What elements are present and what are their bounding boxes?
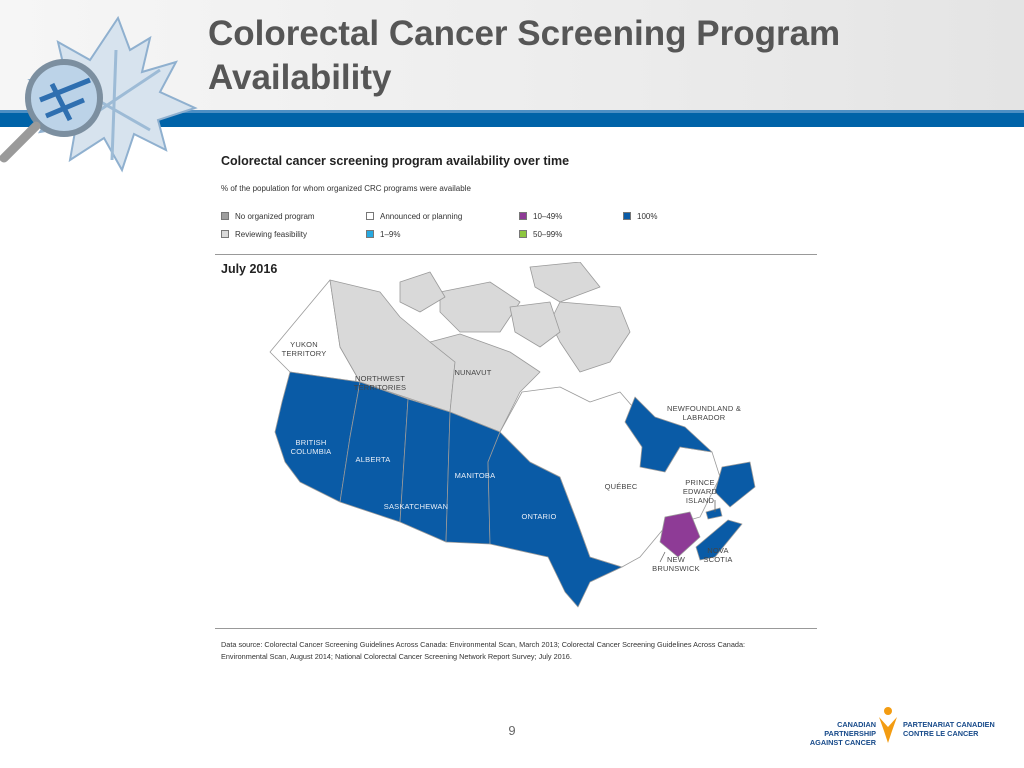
label-line: TERRITORY bbox=[281, 349, 327, 358]
region-newfoundland bbox=[714, 461, 756, 508]
arctic-island-banks bbox=[399, 271, 446, 313]
label-line: BRITISH bbox=[295, 438, 327, 447]
map-date-label: July 2016 bbox=[221, 262, 278, 276]
label-line: NORTHWEST bbox=[355, 374, 405, 383]
cpac-en-line-1: CANADIAN PARTNERSHIP bbox=[824, 720, 876, 738]
label-ontario: ONTARIO bbox=[512, 512, 566, 521]
page-title-line-1: Colorectal Cancer Screening Program bbox=[208, 14, 841, 53]
legend-no-organized: No organized program bbox=[221, 211, 315, 222]
label-line: PRINCE bbox=[685, 478, 715, 487]
legend-swatch-100 bbox=[623, 212, 631, 220]
legend-swatch-50-99 bbox=[519, 230, 527, 238]
divider-top bbox=[215, 254, 817, 255]
label-nwt: NORTHWEST TERRITORIES bbox=[345, 374, 415, 392]
label-line: ONTARIO bbox=[521, 512, 557, 521]
page-number: 9 bbox=[508, 723, 516, 738]
cpac-figure-icon bbox=[879, 707, 897, 743]
label-yukon: YUKON TERRITORY bbox=[276, 340, 332, 358]
source-line-1: Data source: Colorectal Cancer Screening… bbox=[221, 640, 746, 649]
page-title-line-2: Availability bbox=[208, 58, 392, 97]
legend-announced: Announced or planning bbox=[366, 211, 462, 222]
label-nunavut: NUNAVUT bbox=[443, 368, 503, 377]
legend-swatch-announced bbox=[366, 212, 374, 220]
region-ns bbox=[695, 519, 743, 561]
label-bc: BRITISH COLUMBIA bbox=[283, 438, 339, 456]
region-nb bbox=[659, 511, 701, 558]
header-blue-bar bbox=[0, 110, 1024, 127]
legend-50-99: 50–99% bbox=[519, 229, 562, 240]
label-nb: NEW BRUNSWICK bbox=[648, 555, 704, 573]
source-line-2: Environmental Scan, August 2014; Nationa… bbox=[221, 652, 572, 661]
leader-nb bbox=[659, 551, 666, 563]
label-line: TERRITORIES bbox=[353, 383, 407, 392]
legend-10-49: 10–49% bbox=[519, 211, 562, 222]
label-pei: PRINCE EDWARD ISLAND bbox=[676, 478, 724, 505]
region-labrador bbox=[624, 396, 713, 473]
cpac-fr: PARTENARIAT CANADIEN CONTRE LE CANCER bbox=[903, 720, 1003, 738]
figure-subtitle: % of the population for whom organized C… bbox=[221, 184, 471, 193]
legend-label: 10–49% bbox=[533, 212, 563, 221]
label-line: NOVA bbox=[707, 546, 729, 555]
legend-swatch-no-organized bbox=[221, 212, 229, 220]
label-line: MANITOBA bbox=[454, 471, 496, 480]
label-line: YUKON bbox=[290, 340, 318, 349]
region-pei bbox=[705, 507, 723, 520]
region-alberta bbox=[339, 381, 409, 523]
cpac-fr-line-1: PARTENARIAT CANADIEN bbox=[903, 720, 995, 729]
legend-1-9: 1–9% bbox=[366, 229, 400, 240]
label-line: QUÉBEC bbox=[604, 482, 638, 491]
legend-label: 1–9% bbox=[380, 230, 401, 239]
legend-reviewing: Reviewing feasibility bbox=[221, 229, 307, 240]
page-title: Colorectal Cancer Screening Program Avai… bbox=[208, 12, 968, 100]
cpac-logo: CANADIAN PARTNERSHIP AGAINST CANCER PART… bbox=[785, 703, 1000, 747]
divider-bottom bbox=[215, 628, 817, 629]
legend-swatch-10-49 bbox=[519, 212, 527, 220]
legend-100: 100% bbox=[623, 211, 657, 222]
label-alberta: ALBERTA bbox=[346, 455, 400, 464]
arctic-island-victoria bbox=[439, 281, 521, 333]
label-nl: NEWFOUNDLAND & LABRADOR bbox=[656, 404, 752, 422]
label-line: LABRADOR bbox=[682, 413, 726, 422]
legend-label: 50–99% bbox=[533, 230, 563, 239]
legend-swatch-1-9 bbox=[366, 230, 374, 238]
label-line: ISLAND bbox=[685, 496, 715, 505]
label-line: SCOTIA bbox=[703, 555, 733, 564]
label-line: NEWFOUNDLAND & bbox=[666, 404, 742, 413]
legend-label: 100% bbox=[637, 212, 658, 221]
arctic-island-baffin bbox=[549, 301, 631, 373]
maple-leaf-magnifier-icon bbox=[0, 15, 198, 173]
legend-swatch-reviewing bbox=[221, 230, 229, 238]
arctic-island-ellesmere bbox=[529, 262, 601, 303]
label-line: BRUNSWICK bbox=[652, 564, 700, 573]
label-ns: NOVA SCOTIA bbox=[700, 546, 736, 564]
label-line: COLUMBIA bbox=[290, 447, 332, 456]
region-nunavut bbox=[429, 333, 541, 433]
legend-label: Announced or planning bbox=[380, 212, 463, 221]
canada-map bbox=[269, 262, 756, 608]
cpac-en-line-2: AGAINST CANCER bbox=[809, 738, 876, 747]
data-source-note: Data source: Colorectal Cancer Screening… bbox=[221, 639, 801, 663]
label-saskatchewan: SASKATCHEWAN bbox=[380, 502, 452, 511]
label-line: ALBERTA bbox=[355, 455, 391, 464]
region-saskatchewan bbox=[399, 398, 451, 543]
header-band bbox=[0, 0, 1024, 112]
label-line: EDWARD bbox=[682, 487, 718, 496]
arctic-island-devon bbox=[509, 301, 561, 348]
label-line: SASKATCHEWAN bbox=[383, 502, 449, 511]
label-line: NEW bbox=[666, 555, 686, 564]
label-manitoba: MANITOBA bbox=[448, 471, 502, 480]
label-line: NUNAVUT bbox=[454, 368, 492, 377]
legend-label: No organized program bbox=[235, 212, 315, 221]
cpac-fr-line-2: CONTRE LE CANCER bbox=[903, 729, 979, 738]
legend-label: Reviewing feasibility bbox=[235, 230, 308, 239]
cpac-en: CANADIAN PARTNERSHIP AGAINST CANCER bbox=[788, 720, 876, 747]
label-quebec: QUÉBEC bbox=[596, 482, 646, 491]
figure-title: Colorectal cancer screening program avai… bbox=[221, 154, 570, 168]
